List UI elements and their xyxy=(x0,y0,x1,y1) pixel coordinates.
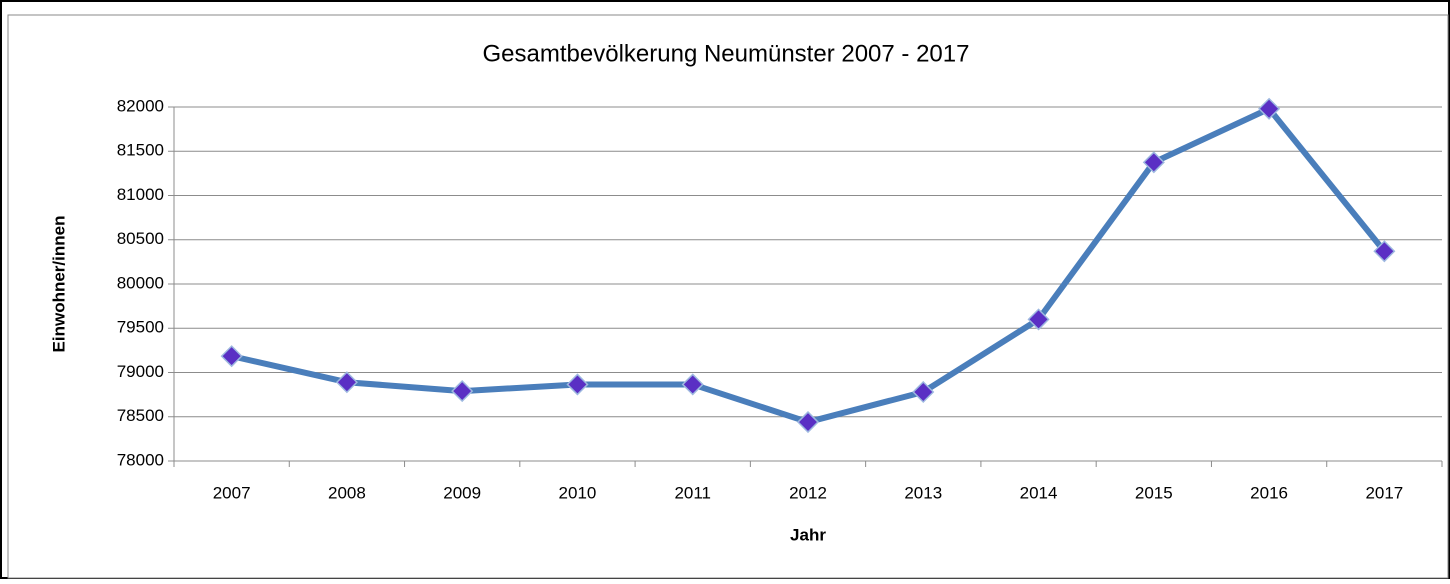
x-tick-label: 2017 xyxy=(1365,483,1403,502)
x-tick-label: 2011 xyxy=(674,483,711,502)
y-tick-label: 81000 xyxy=(117,185,164,204)
y-axis-title: Einwohner/innen xyxy=(49,216,68,353)
y-tick-label: 78000 xyxy=(117,450,164,469)
data-marker xyxy=(796,410,820,434)
y-tick-label: 80000 xyxy=(117,273,164,292)
y-tick-label: 81500 xyxy=(117,141,164,160)
data-marker xyxy=(1373,240,1396,263)
data-marker xyxy=(681,373,704,396)
x-tick-label: 2008 xyxy=(328,483,366,502)
y-tick-label: 79000 xyxy=(117,362,164,381)
data-marker xyxy=(566,373,589,396)
x-tick-label: 2012 xyxy=(789,483,827,502)
y-tick-label: 80500 xyxy=(117,229,164,248)
y-tick-label: 78500 xyxy=(117,406,164,425)
x-tick-label: 2009 xyxy=(443,483,481,502)
x-axis-title: Jahr xyxy=(790,525,826,544)
data-marker xyxy=(451,380,474,403)
x-tick-label: 2010 xyxy=(559,483,597,502)
chart-frame xyxy=(7,14,1449,579)
x-tick-label: 2014 xyxy=(1020,483,1058,502)
x-tick-label: 2013 xyxy=(904,483,942,502)
data-marker xyxy=(220,345,243,368)
chart-title: Gesamtbevölkerung Neumünster 2007 - 2017 xyxy=(483,40,970,67)
data-marker xyxy=(335,371,358,394)
data-marker xyxy=(1142,151,1165,174)
x-tick-label: 2016 xyxy=(1250,483,1288,502)
x-tick-label: 2015 xyxy=(1135,483,1173,502)
y-tick-label: 79500 xyxy=(117,318,164,337)
x-tick-label: 2007 xyxy=(213,483,251,502)
data-marker xyxy=(1258,97,1281,120)
y-tick-label: 82000 xyxy=(117,96,164,115)
data-marker xyxy=(1027,308,1050,331)
data-marker xyxy=(912,380,935,404)
